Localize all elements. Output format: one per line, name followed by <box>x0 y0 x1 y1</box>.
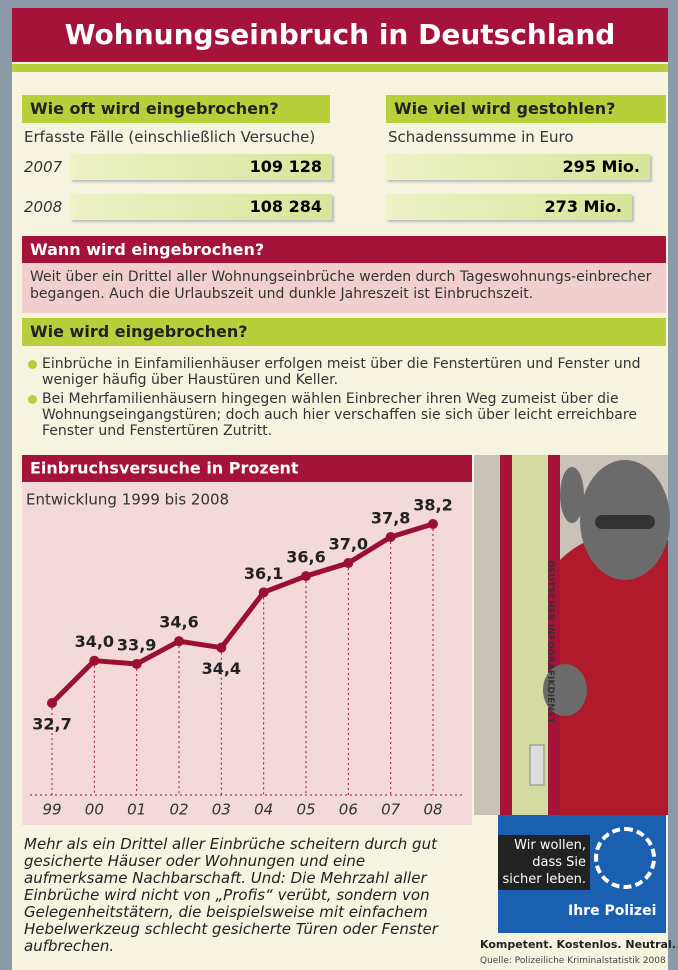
x-tick-label: 02 <box>169 801 188 819</box>
x-tick-label: 99 <box>42 801 61 819</box>
chart-subtitle: Entwicklung 1999 bis 2008 <box>26 491 229 509</box>
credit: DEUTSCHER INFOGRAFIKDIENST <box>545 560 555 724</box>
x-tick-label: 01 <box>127 801 146 819</box>
point <box>301 571 311 581</box>
x-tick-label: 07 <box>381 801 401 819</box>
infographic: Wohnungseinbruch in Deutschland Wie oft … <box>0 0 678 970</box>
x-tick-label: 03 <box>212 801 231 819</box>
point <box>47 698 57 708</box>
hand <box>560 467 584 523</box>
point <box>259 587 269 597</box>
value-label: 37,0 <box>329 535 368 554</box>
footer-text: Mehr als ein Drittel aller Einbrüche sch… <box>24 836 454 955</box>
logo-line: sicher leben. <box>502 871 586 888</box>
point <box>428 519 438 529</box>
police-logo: Wir wollen, dass Sie sicher leben. Ihre … <box>498 815 666 933</box>
illustration: DEUTSCHER INFOGRAFIKDIENST <box>474 455 670 815</box>
point <box>343 558 353 568</box>
x-tick-label: 00 <box>85 801 104 819</box>
x-tick-label: 05 <box>296 801 315 819</box>
source: Quelle: Polizeiliche Kriminalstatistik 2… <box>480 956 666 966</box>
point <box>216 643 226 653</box>
point <box>174 636 184 646</box>
point <box>89 656 99 666</box>
value-label: 34,0 <box>75 632 114 651</box>
slogan: Kompetent. Kostenlos. Neutral. <box>480 938 676 951</box>
logo-slogan: Wir wollen, dass Sie sicher leben. <box>498 835 590 890</box>
logo-line: Wir wollen, <box>502 837 586 854</box>
value-label: 36,1 <box>244 564 283 583</box>
value-label: 33,9 <box>117 635 156 654</box>
value-label: 34,4 <box>202 659 241 678</box>
logo-star <box>594 827 656 889</box>
value-label: 34,6 <box>159 613 198 632</box>
door-handle <box>530 745 544 785</box>
chart-title: Einbruchsversuche in Prozent <box>30 459 299 478</box>
point <box>386 532 396 542</box>
logo-name: Ihre Polizei <box>568 903 656 919</box>
value-label: 38,2 <box>413 496 452 515</box>
x-tick-label: 08 <box>423 801 442 819</box>
x-tick-label: 06 <box>339 801 358 819</box>
logo-line: dass Sie <box>502 854 586 871</box>
x-tick-label: 04 <box>254 801 273 819</box>
value-label: 32,7 <box>32 715 71 734</box>
value-label: 37,8 <box>371 509 410 528</box>
point <box>132 659 142 669</box>
value-label: 36,6 <box>286 548 325 567</box>
mask-eyes <box>595 515 655 529</box>
